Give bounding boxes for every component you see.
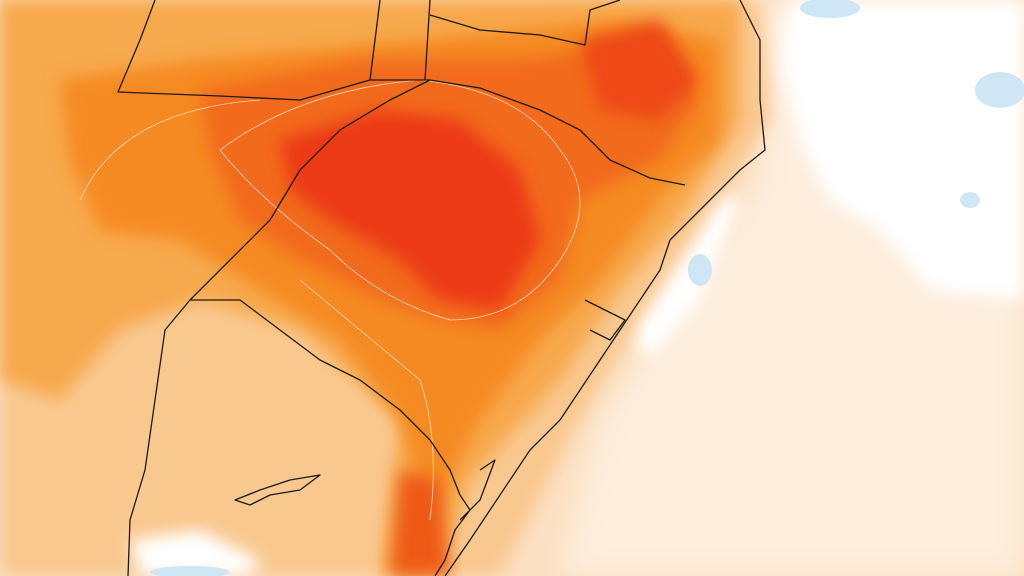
- hot-core: [280, 110, 540, 310]
- hot-core: [580, 20, 700, 120]
- state-border: [369, 0, 621, 81]
- cool-patch: [800, 0, 860, 18]
- river: [234, 474, 321, 506]
- coastline: [444, 0, 766, 576]
- hot-core: [390, 470, 450, 576]
- ocean-white: [780, 0, 1024, 300]
- coastline: [584, 299, 626, 341]
- lagoon-shore: [434, 459, 496, 576]
- contour-line: [219, 79, 581, 321]
- cool-patch: [150, 566, 230, 576]
- cool-patch: [688, 254, 712, 286]
- cool-patch: [975, 72, 1024, 108]
- cool-patch: [960, 192, 980, 208]
- country-border: [190, 299, 461, 496]
- cool-south: [130, 530, 260, 576]
- contour-line: [79, 99, 434, 521]
- state-border: [127, 79, 431, 576]
